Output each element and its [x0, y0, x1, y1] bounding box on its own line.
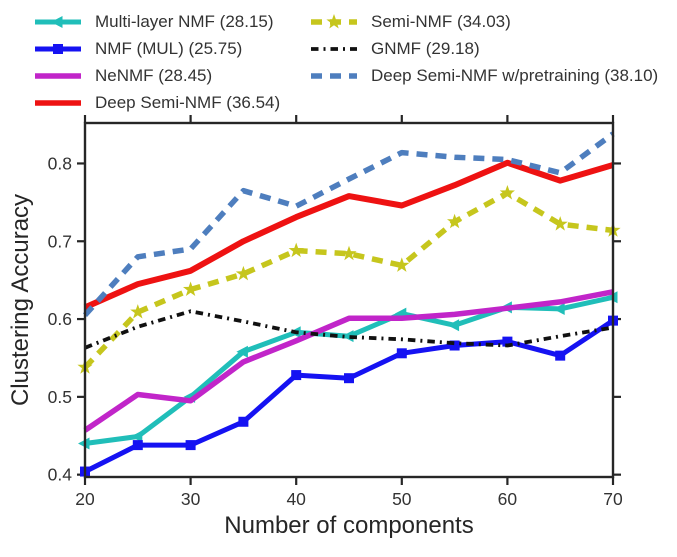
legend-line-icon-multi-layer-nmf	[35, 15, 81, 28]
square-marker-nmf-mul	[185, 440, 196, 451]
x-tick-label: 30	[181, 489, 201, 509]
series-line-deep-semi-nmf-pretraining	[82, 131, 615, 318]
legend-column-right: Semi-NMF (34.03) GNMF (29.18) Deep Semi-NM…	[310, 8, 658, 89]
legend-line-icon-nmf-mul	[35, 43, 81, 54]
legend-item-label: Multi-layer NMF (28.15)	[95, 11, 274, 31]
x-tick-label: 20	[75, 489, 95, 509]
star-marker-semi-nmf	[394, 257, 410, 272]
legend-marker-semi-nmf	[326, 13, 342, 28]
square-marker-nmf-mul	[555, 350, 566, 361]
legend-item-nenmf: NeNMF (28.45)	[34, 62, 280, 89]
tri-left-marker-multi-layer-nmf	[606, 291, 618, 304]
series-line-semi-nmf	[83, 190, 614, 370]
legend-item-deep-semi-nmf-pretraining: Deep Semi-NMF w/pretraining (38.10)	[310, 62, 658, 89]
star-marker-semi-nmf	[499, 185, 515, 200]
legend-item-label: GNMF (29.18)	[371, 38, 480, 58]
y-tick-label: 0.5	[48, 387, 72, 407]
legend-item-nmf-mul: NMF (MUL) (25.75)	[34, 35, 280, 62]
chart-legend: Multi-layer NMF (28.15) NMF (MUL) (25.75)…	[0, 8, 677, 118]
tri-left-marker-multi-layer-nmf	[447, 319, 460, 332]
legend-item-label: NeNMF (28.45)	[95, 65, 213, 85]
square-marker-nmf-mul	[396, 348, 407, 359]
tri-left-marker-multi-layer-nmf	[553, 302, 565, 315]
tri-left-marker-multi-layer-nmf	[236, 345, 248, 358]
legend-line-icon-semi-nmf	[311, 13, 357, 28]
star-marker-semi-nmf	[341, 245, 357, 261]
star-marker-semi-nmf	[235, 265, 251, 281]
tri-left-marker-multi-layer-nmf	[342, 330, 354, 343]
star-marker-semi-nmf	[552, 216, 568, 231]
square-marker-nmf-mul	[344, 373, 354, 384]
x-tick-label: 40	[286, 489, 306, 509]
star-marker-semi-nmf	[183, 281, 199, 296]
legend-item-multi-layer-nmf: Multi-layer NMF (28.15)	[34, 8, 280, 35]
legend-column-left: Multi-layer NMF (28.15) NMF (MUL) (25.75)…	[34, 8, 280, 116]
x-tick-label: 60	[498, 489, 518, 509]
star-marker-semi-nmf	[447, 213, 463, 229]
legend-item-gnmf: GNMF (29.18)	[310, 35, 658, 62]
y-tick-label: 0.6	[48, 309, 72, 329]
axis-ticks	[77, 115, 621, 485]
legend-item-label: Semi-NMF (34.03)	[371, 11, 511, 31]
x-tick-label: 50	[392, 489, 412, 509]
legend-line-icon-nenmf	[35, 72, 81, 79]
legend-item-label: NMF (MUL) (25.75)	[95, 38, 243, 58]
legend-marker-multi-layer-nmf	[51, 15, 63, 28]
series-line-nenmf	[83, 289, 614, 433]
square-marker-nmf-mul	[132, 440, 143, 451]
star-marker-semi-nmf	[130, 304, 146, 319]
series-line-gnmf	[84, 309, 614, 350]
tri-left-marker-multi-layer-nmf	[130, 430, 143, 443]
legend-marker-nmf-mul	[53, 43, 63, 54]
legend-line-icon-deep-semi-nmf	[35, 99, 81, 106]
legend-item-deep-semi-nmf: Deep Semi-NMF (36.54)	[34, 89, 280, 116]
y-tick-label: 0.4	[48, 465, 73, 485]
legend-item-label: Deep Semi-NMF w/pretraining (38.10)	[371, 65, 659, 85]
star-marker-semi-nmf	[288, 242, 304, 258]
x-axis-label: Number of components	[224, 512, 474, 539]
legend-item-semi-nmf: Semi-NMF (34.03)	[310, 8, 658, 35]
legend-line-icon-deep-semi-nmf-pretraining	[311, 72, 357, 79]
y-axis-label: Clustering Accuracy	[7, 193, 34, 407]
series-line-deep-semi-nmf	[83, 159, 614, 311]
tri-left-marker-multi-layer-nmf	[78, 437, 90, 450]
square-marker-nmf-mul	[238, 416, 249, 427]
plot-frame	[83, 121, 615, 479]
y-tick-label: 0.8	[48, 153, 72, 173]
y-tick-label: 0.7	[48, 231, 72, 251]
square-marker-nmf-mul	[291, 370, 302, 381]
legend-line-icon-gnmf	[311, 46, 357, 51]
square-marker-nmf-mul	[449, 340, 460, 351]
x-tick-label: 70	[603, 489, 623, 509]
square-marker-nmf-mul	[502, 336, 513, 347]
legend-item-label: Deep Semi-NMF (36.54)	[95, 92, 281, 112]
